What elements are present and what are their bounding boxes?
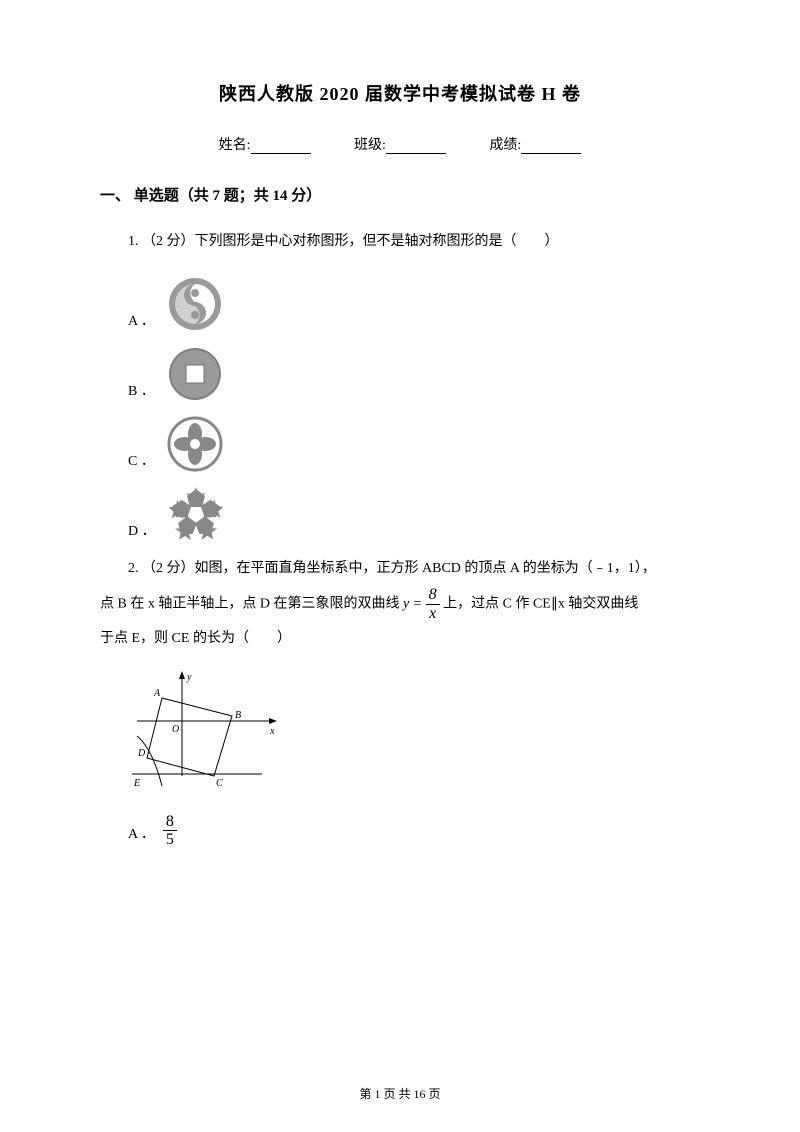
q2-line2b: 上，过点 C 作 CE∥x 轴交双曲线 [443, 596, 638, 611]
score-label: 成绩: [489, 138, 521, 153]
q2-option-a: A ． 8 5 [128, 813, 700, 849]
question-1: 1. （2 分）下列图形是中心对称图形，但不是轴对称图形的是（ ） [100, 227, 700, 256]
page-footer: 第 1 页 共 16 页 [0, 1085, 800, 1102]
q2-ansA-den: 5 [163, 831, 177, 849]
formula-num: 8 [426, 586, 440, 605]
q1-option-c: C ． [128, 412, 700, 476]
q2-graph: y x O A B C D E [132, 666, 700, 801]
option-d-label: D ． [128, 520, 156, 546]
svg-text:E: E [133, 778, 140, 789]
info-line: 姓名: 班级: 成绩: [100, 134, 700, 154]
formula-y-eq: y = 8 x [403, 586, 440, 622]
question-2: 2. （2 分）如图，在平面直角坐标系中，正方形 ABCD 的顶点 A 的坐标为… [100, 552, 700, 655]
q1-option-a: A ． [128, 272, 700, 336]
score-blank [521, 153, 581, 154]
page-content: 陕西人教版 2020 届数学中考模拟试卷 H 卷 姓名: 班级: 成绩: 一、 … [0, 0, 800, 849]
formula-y: y = [403, 596, 422, 611]
formula-den: x [426, 605, 439, 623]
option-a-label: A ． [128, 310, 155, 336]
formula-fraction: 8 x [426, 586, 440, 622]
option-a-icon [163, 272, 227, 336]
option-c-icon [163, 412, 227, 476]
q2-line3: 于点 E，则 CE 的长为（ ） [100, 622, 700, 656]
svg-text:D: D [137, 748, 146, 759]
option-c-label: C ． [128, 450, 155, 476]
svg-text:y: y [186, 672, 192, 683]
option-d-icon [164, 482, 228, 546]
name-blank [251, 153, 311, 154]
class-blank [386, 153, 446, 154]
svg-text:A: A [153, 688, 161, 699]
svg-text:B: B [235, 710, 241, 721]
q1-option-d: D ． [128, 482, 700, 546]
class-label: 班级: [354, 138, 386, 153]
q2-option-a-fraction: 8 5 [163, 813, 177, 849]
exam-title: 陕西人教版 2020 届数学中考模拟试卷 H 卷 [100, 80, 700, 106]
option-b-icon [163, 342, 227, 406]
name-label: 姓名: [219, 138, 251, 153]
q2-line1: 2. （2 分）如图，在平面直角坐标系中，正方形 ABCD 的顶点 A 的坐标为… [128, 561, 656, 576]
svg-text:C: C [216, 778, 223, 789]
svg-text:O: O [172, 724, 179, 735]
q2-ansA-num: 8 [163, 813, 177, 832]
svg-text:x: x [269, 726, 275, 737]
section-1-header: 一、 单选题（共 7 题；共 14 分） [100, 184, 700, 205]
q2-option-a-label: A ． [128, 823, 155, 849]
option-b-label: B ． [128, 380, 155, 406]
q1-option-b: B ． [128, 342, 700, 406]
q2-line2a: 点 B 在 x 轴正半轴上，点 D 在第三象限的双曲线 [100, 596, 403, 611]
